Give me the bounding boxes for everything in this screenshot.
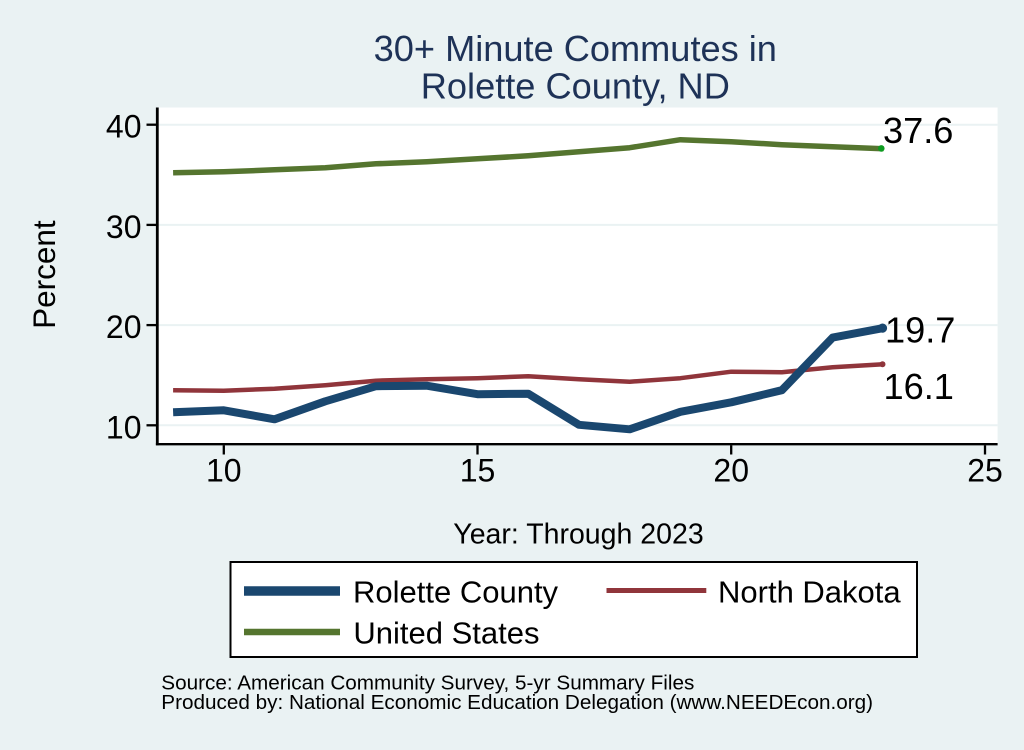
svg-text:30: 30 (106, 209, 142, 245)
svg-text:30+ Minute Commutes in: 30+ Minute Commutes in (374, 28, 777, 69)
svg-text:Source: American Community Sur: Source: American Community Survey, 5-yr … (161, 672, 694, 695)
svg-text:Produced by: National Economic: Produced by: National Economic Education… (161, 691, 873, 714)
svg-text:20: 20 (106, 309, 142, 345)
svg-text:Rolette County: Rolette County (353, 575, 559, 610)
svg-text:Rolette County, ND: Rolette County, ND (421, 66, 730, 107)
svg-text:10: 10 (206, 453, 242, 489)
svg-text:Year: Through 2023: Year: Through 2023 (453, 519, 703, 551)
svg-text:37.6: 37.6 (883, 110, 953, 151)
svg-text:20: 20 (713, 453, 749, 489)
svg-text:Percent: Percent (26, 220, 62, 329)
svg-text:United States: United States (353, 616, 539, 651)
svg-text:North Dakota: North Dakota (718, 575, 901, 610)
svg-text:19.7: 19.7 (885, 310, 955, 351)
svg-text:15: 15 (460, 453, 496, 489)
svg-text:10: 10 (106, 409, 142, 445)
svg-text:16.1: 16.1 (884, 366, 954, 407)
svg-text:25: 25 (967, 453, 1003, 489)
svg-text:40: 40 (106, 109, 142, 145)
